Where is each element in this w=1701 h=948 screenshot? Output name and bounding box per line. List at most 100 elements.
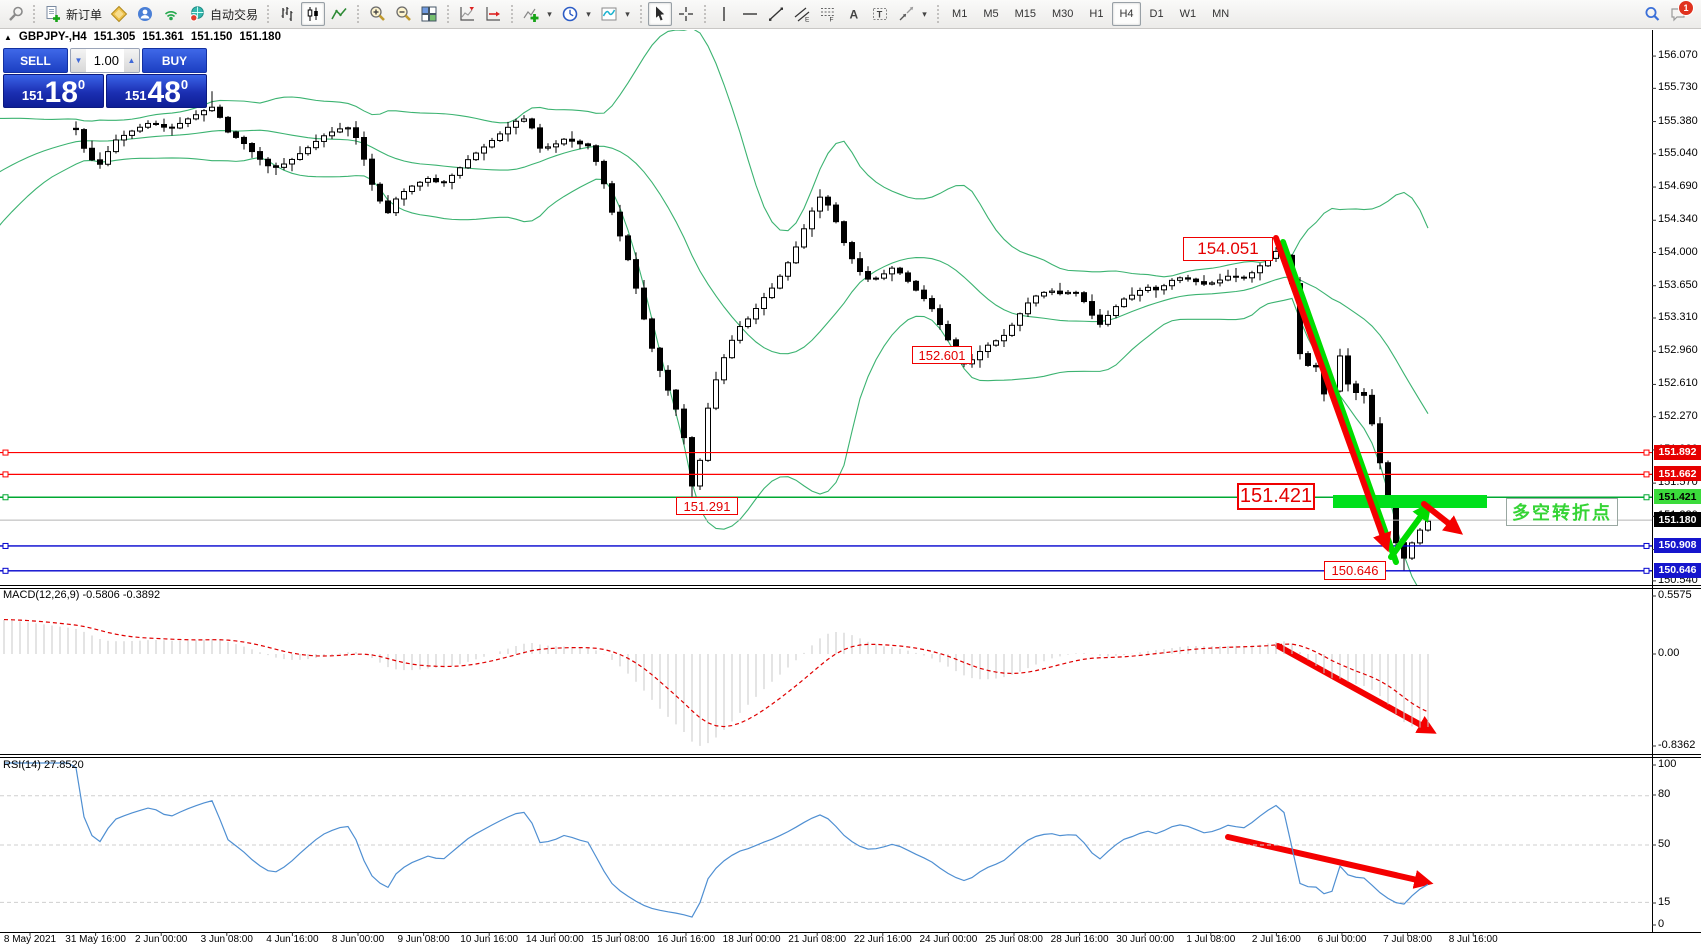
level-price-badge: 151.892 xyxy=(1654,444,1701,460)
search-icon xyxy=(1643,5,1661,23)
volume-down-button[interactable]: ▼ xyxy=(71,49,86,72)
time-axis-label: 25 Jun 08:00 xyxy=(985,934,1043,945)
gold-badge-button[interactable] xyxy=(107,2,131,26)
quote-high: 151.361 xyxy=(142,31,184,43)
fibonacci-tool[interactable]: F xyxy=(816,2,840,26)
timeframe-h4[interactable]: H4 xyxy=(1112,2,1141,26)
crosshair-tool-button[interactable] xyxy=(674,2,698,26)
bar-chart-icon xyxy=(278,5,296,23)
timeframe-d1[interactable]: D1 xyxy=(1143,2,1171,26)
community-button[interactable] xyxy=(133,2,157,26)
price-callout-label[interactable]: 154.051 xyxy=(1183,237,1273,261)
volume-up-button[interactable]: ▲ xyxy=(124,49,139,72)
templates-button-caret[interactable]: ▾ xyxy=(622,9,633,20)
time-axis-label: 6 Jul 00:00 xyxy=(1317,934,1367,945)
rsi-value: 27.8520 xyxy=(43,759,84,771)
trendline-tool[interactable] xyxy=(764,2,788,26)
shapes-tool[interactable] xyxy=(894,2,918,26)
toolbar-group: E F A T ▾ xyxy=(699,0,932,28)
search-button[interactable] xyxy=(1640,2,1664,26)
channel-tool[interactable]: E xyxy=(790,2,814,26)
autotrade-button[interactable]: 自动交易 xyxy=(185,2,261,26)
buy-price-panel[interactable]: 151 48 0 xyxy=(106,74,207,108)
timeframe-h1[interactable]: H1 xyxy=(1082,2,1110,26)
toolbar-group-handle-icon xyxy=(510,4,515,24)
current-price-badge: 151.180 xyxy=(1654,512,1701,528)
auto-scroll-icon xyxy=(484,5,502,23)
timeframe-m15[interactable]: M15 xyxy=(1008,2,1043,26)
toolbar-group-handle-icon xyxy=(446,4,451,24)
quote-open: 151.305 xyxy=(93,31,136,43)
periods-button-caret[interactable]: ▾ xyxy=(583,9,594,20)
price-callout-label[interactable]: 151.421 xyxy=(1237,483,1315,510)
buy-button[interactable]: BUY xyxy=(142,48,207,73)
time-axis-label: 8 May 2021 xyxy=(3,934,57,945)
timeframe-m1[interactable]: M1 xyxy=(945,2,974,26)
price-axis-tick: 153.310 xyxy=(1658,311,1698,323)
crosshair-icon xyxy=(677,5,695,23)
candlestick-chart-button[interactable] xyxy=(301,2,326,26)
price-callout-label[interactable]: 150.646 xyxy=(1324,561,1386,580)
vertical-line-tool[interactable] xyxy=(712,2,736,26)
level-price-badge: 151.421 xyxy=(1654,489,1701,505)
timeframe-w1-label: W1 xyxy=(1179,8,1197,20)
timeframe-m15-label: M15 xyxy=(1014,8,1036,20)
time-axis-label: 7 Jul 08:00 xyxy=(1383,934,1433,945)
line-chart-button[interactable] xyxy=(327,2,351,26)
gold-badge-icon xyxy=(110,5,128,23)
time-axis-label: 3 Jun 08:00 xyxy=(200,934,253,945)
tile-windows-button[interactable] xyxy=(417,2,441,26)
chart-shift-button[interactable] xyxy=(455,2,479,26)
timeframe-m5[interactable]: M5 xyxy=(976,2,1005,26)
time-axis-label: 4 Jun 16:00 xyxy=(266,934,319,945)
text-tool[interactable]: A xyxy=(842,2,866,26)
timeframe-w1[interactable]: W1 xyxy=(1173,2,1204,26)
price-callout-label[interactable]: 151.291 xyxy=(676,497,738,515)
sell-price-panel[interactable]: 151 18 0 xyxy=(3,74,104,108)
buy-price-main: 151 xyxy=(124,88,147,103)
horizontal-line-tool[interactable] xyxy=(738,2,762,26)
shapes-tool-caret[interactable]: ▾ xyxy=(919,9,930,20)
channel-icon: E xyxy=(793,5,811,23)
time-axis-label: 24 Jun 00:00 xyxy=(919,934,978,945)
community-icon xyxy=(136,5,154,23)
svg-text:F: F xyxy=(830,17,834,24)
collapse-arrow-icon[interactable]: ▲ xyxy=(4,32,12,42)
price-callout-label[interactable]: 152.601 xyxy=(912,346,972,364)
toolbar-group xyxy=(442,0,506,28)
cursor-tool-button[interactable] xyxy=(648,2,673,26)
auto-scroll-button[interactable] xyxy=(481,2,505,26)
macd-axis-tick: -0.8362 xyxy=(1658,739,1696,751)
timeframe-m30[interactable]: M30 xyxy=(1045,2,1080,26)
timeframe-m1-label: M1 xyxy=(952,8,968,20)
toolbar-group: ▾ ▾ ▾ xyxy=(506,0,635,28)
turning-point-annotation[interactable]: 多空转折点 xyxy=(1506,498,1618,526)
timeframe-mn[interactable]: MN xyxy=(1205,2,1236,26)
timeframe-h1-label: H1 xyxy=(1089,8,1104,20)
price-axis-tick: 154.340 xyxy=(1658,213,1698,226)
sell-button[interactable]: SELL xyxy=(3,48,68,73)
periods-button[interactable] xyxy=(558,2,582,26)
label-tool[interactable]: T xyxy=(868,2,892,26)
templates-button[interactable] xyxy=(597,2,621,26)
left-edge-search[interactable] xyxy=(3,2,27,26)
indicators-button-caret[interactable]: ▾ xyxy=(544,9,555,20)
sell-price-point: 0 xyxy=(77,77,86,92)
svg-text:T: T xyxy=(877,10,883,20)
notifications-button[interactable]: 1 xyxy=(1666,0,1694,26)
bar-chart-button[interactable] xyxy=(275,2,299,26)
rsi-axis-tick: 80 xyxy=(1658,788,1671,800)
signal-button[interactable] xyxy=(159,2,183,26)
indicators-button[interactable] xyxy=(519,2,543,26)
volume-input[interactable]: 1.00 xyxy=(86,49,124,72)
new-order-button[interactable]: 新订单 xyxy=(41,2,105,26)
zoom-out-button[interactable] xyxy=(391,2,415,26)
timeframe-d1-label: D1 xyxy=(1149,8,1164,20)
timeframe-m5-label: M5 xyxy=(983,8,999,20)
time-axis-label: 28 Jun 16:00 xyxy=(1050,934,1109,945)
zoom-in-button[interactable] xyxy=(365,2,389,26)
quote-close: 151.180 xyxy=(239,31,281,43)
toolbar-group-handle-icon xyxy=(703,4,708,24)
